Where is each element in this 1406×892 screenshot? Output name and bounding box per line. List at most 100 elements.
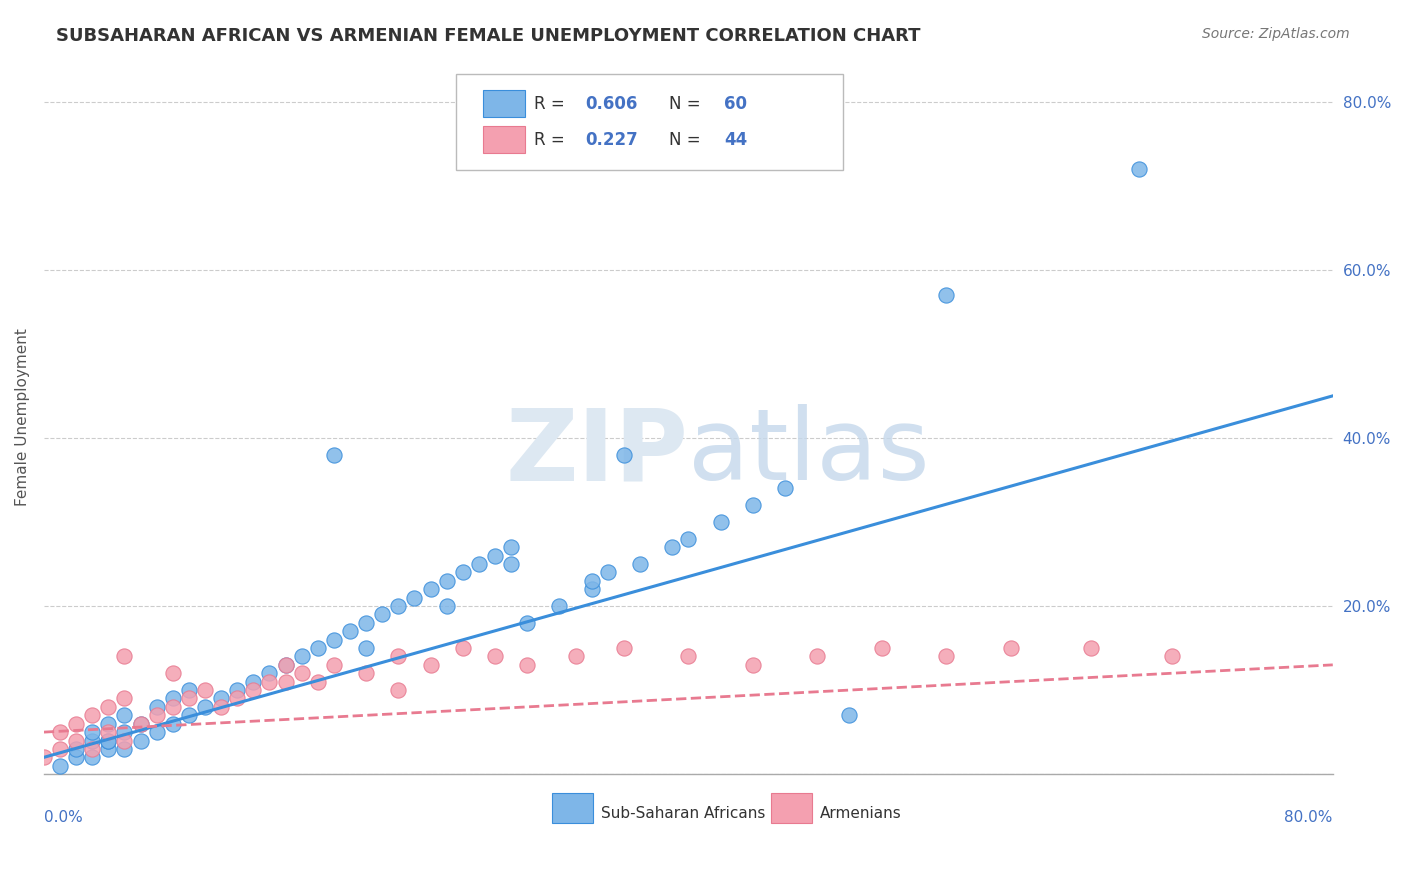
Point [404, 591, 426, 605]
Point [242, 683, 264, 698]
Point [162, 666, 184, 681]
Point [114, 708, 136, 723]
Point [935, 649, 957, 664]
Point [661, 540, 683, 554]
Point [354, 615, 377, 630]
Point [516, 615, 538, 630]
Point [97, 733, 120, 747]
Point [97, 733, 120, 747]
Point [49, 742, 72, 756]
Point [194, 683, 217, 698]
Point [387, 599, 409, 613]
Point [162, 699, 184, 714]
Point [177, 691, 200, 706]
Point [436, 574, 458, 588]
Text: 0.606: 0.606 [585, 95, 637, 113]
Text: Sub-Saharan Africans: Sub-Saharan Africans [600, 806, 765, 821]
Text: 60: 60 [724, 95, 748, 113]
FancyBboxPatch shape [457, 74, 844, 170]
Text: N =: N = [669, 130, 706, 149]
Point [274, 674, 297, 689]
Point [226, 691, 249, 706]
Point [49, 725, 72, 739]
Text: atlas: atlas [689, 404, 929, 501]
Y-axis label: Female Unemployment: Female Unemployment [15, 328, 30, 506]
Point [65, 733, 87, 747]
Point [935, 288, 957, 302]
Point [516, 657, 538, 672]
Point [709, 515, 731, 529]
Point [242, 674, 264, 689]
Point [387, 683, 409, 698]
Point [177, 683, 200, 698]
Text: SUBSAHARAN AFRICAN VS ARMENIAN FEMALE UNEMPLOYMENT CORRELATION CHART: SUBSAHARAN AFRICAN VS ARMENIAN FEMALE UN… [56, 27, 921, 45]
Point [501, 557, 523, 571]
Point [596, 566, 619, 580]
Point [49, 758, 72, 772]
Point [451, 566, 474, 580]
Point [484, 649, 506, 664]
Point [1160, 649, 1182, 664]
Point [291, 649, 314, 664]
Text: Source: ZipAtlas.com: Source: ZipAtlas.com [1202, 27, 1350, 41]
Point [209, 691, 232, 706]
Point [274, 657, 297, 672]
Point [581, 582, 603, 597]
Text: ZIP: ZIP [506, 404, 689, 501]
Point [82, 742, 104, 756]
Point [564, 649, 586, 664]
Point [468, 557, 491, 571]
Point [114, 733, 136, 747]
Point [162, 691, 184, 706]
Point [65, 750, 87, 764]
Point [97, 699, 120, 714]
Point [678, 649, 700, 664]
Point [145, 708, 167, 723]
Point [339, 624, 361, 639]
Point [436, 599, 458, 613]
FancyBboxPatch shape [770, 793, 813, 823]
Point [65, 716, 87, 731]
Point [129, 716, 152, 731]
Point [741, 498, 763, 512]
Point [322, 448, 344, 462]
Point [1000, 641, 1022, 656]
Point [177, 708, 200, 723]
Text: 80.0%: 80.0% [1285, 810, 1333, 825]
Point [145, 699, 167, 714]
Point [870, 641, 893, 656]
Text: 0.0%: 0.0% [44, 810, 83, 825]
Point [97, 725, 120, 739]
Point [259, 674, 281, 689]
Point [209, 699, 232, 714]
Point [419, 582, 441, 597]
Point [97, 742, 120, 756]
Point [82, 750, 104, 764]
Point [129, 716, 152, 731]
Point [354, 641, 377, 656]
Point [114, 725, 136, 739]
Point [259, 666, 281, 681]
Point [628, 557, 651, 571]
Point [307, 674, 329, 689]
Point [581, 574, 603, 588]
Text: 0.227: 0.227 [585, 130, 638, 149]
Point [194, 699, 217, 714]
Point [114, 742, 136, 756]
Text: Armenians: Armenians [820, 806, 901, 821]
Point [484, 549, 506, 563]
Point [82, 708, 104, 723]
FancyBboxPatch shape [551, 793, 593, 823]
Point [838, 708, 860, 723]
Point [274, 657, 297, 672]
Point [419, 657, 441, 672]
Point [82, 725, 104, 739]
Text: R =: R = [534, 130, 575, 149]
Point [291, 666, 314, 681]
Point [145, 725, 167, 739]
Point [129, 733, 152, 747]
Point [548, 599, 571, 613]
Point [97, 716, 120, 731]
Point [307, 641, 329, 656]
Point [501, 540, 523, 554]
